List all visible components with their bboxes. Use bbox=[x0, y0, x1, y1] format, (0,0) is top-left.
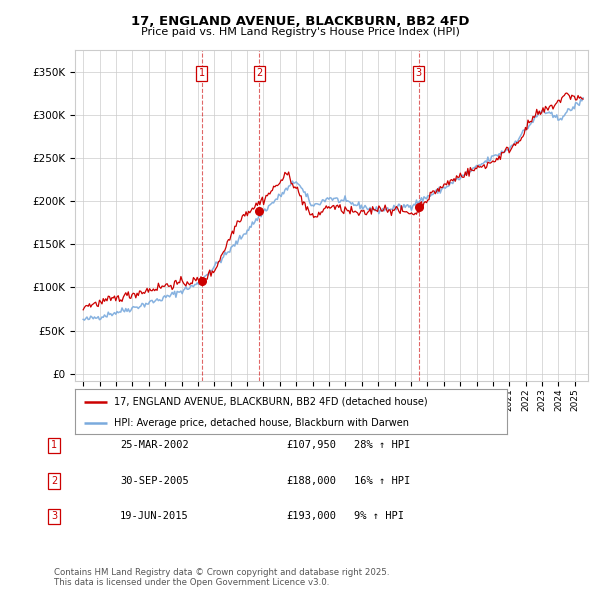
Text: £107,950: £107,950 bbox=[286, 441, 336, 450]
Text: £193,000: £193,000 bbox=[286, 512, 336, 521]
Text: 1: 1 bbox=[199, 68, 205, 78]
Text: 1: 1 bbox=[51, 441, 57, 450]
Text: 16% ↑ HPI: 16% ↑ HPI bbox=[354, 476, 410, 486]
Text: 19-JUN-2015: 19-JUN-2015 bbox=[120, 512, 189, 521]
Text: 2: 2 bbox=[51, 476, 57, 486]
Text: 30-SEP-2005: 30-SEP-2005 bbox=[120, 476, 189, 486]
Text: 3: 3 bbox=[51, 512, 57, 521]
Text: Price paid vs. HM Land Registry's House Price Index (HPI): Price paid vs. HM Land Registry's House … bbox=[140, 27, 460, 37]
Text: 25-MAR-2002: 25-MAR-2002 bbox=[120, 441, 189, 450]
Text: 3: 3 bbox=[415, 68, 422, 78]
Text: 28% ↑ HPI: 28% ↑ HPI bbox=[354, 441, 410, 450]
Text: 2: 2 bbox=[256, 68, 263, 78]
Text: 17, ENGLAND AVENUE, BLACKBURN, BB2 4FD: 17, ENGLAND AVENUE, BLACKBURN, BB2 4FD bbox=[131, 15, 469, 28]
Text: HPI: Average price, detached house, Blackburn with Darwen: HPI: Average price, detached house, Blac… bbox=[114, 418, 409, 428]
Text: £188,000: £188,000 bbox=[286, 476, 336, 486]
Text: Contains HM Land Registry data © Crown copyright and database right 2025.
This d: Contains HM Land Registry data © Crown c… bbox=[54, 568, 389, 587]
Text: 17, ENGLAND AVENUE, BLACKBURN, BB2 4FD (detached house): 17, ENGLAND AVENUE, BLACKBURN, BB2 4FD (… bbox=[114, 397, 428, 407]
Text: 9% ↑ HPI: 9% ↑ HPI bbox=[354, 512, 404, 521]
